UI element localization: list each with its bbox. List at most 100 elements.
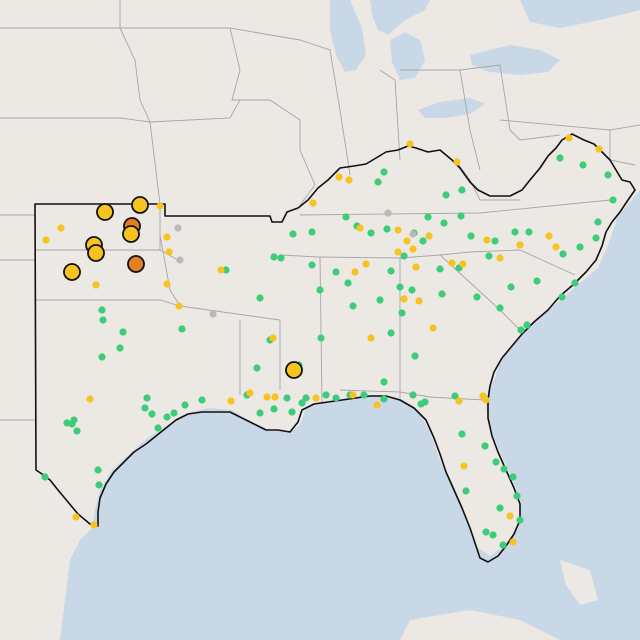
station-dot-yellow[interactable] <box>163 280 171 288</box>
station-dot-gray[interactable] <box>409 230 417 238</box>
marker-orange[interactable] <box>127 255 145 273</box>
station-dot-yellow[interactable] <box>516 241 524 249</box>
station-dot-yellow[interactable] <box>217 266 225 274</box>
station-dot-gray[interactable] <box>174 224 182 232</box>
station-dot-yellow[interactable] <box>453 158 461 166</box>
station-dot-yellow[interactable] <box>455 397 463 405</box>
station-dot-yellow[interactable] <box>57 224 65 232</box>
marker-yellow[interactable] <box>63 263 81 281</box>
station-dot-gray[interactable] <box>209 310 217 318</box>
station-dot-green[interactable] <box>141 404 149 412</box>
station-dot-yellow[interactable] <box>356 224 364 232</box>
station-dot-green[interactable] <box>467 232 475 240</box>
station-dot-yellow[interactable] <box>269 334 277 342</box>
station-dot-yellow[interactable] <box>412 263 420 271</box>
station-dot-green[interactable] <box>222 266 230 274</box>
station-dot-green[interactable] <box>517 326 525 334</box>
station-dot-green[interactable] <box>500 465 508 473</box>
station-dot-green[interactable] <box>367 229 375 237</box>
station-dot-yellow[interactable] <box>595 145 603 153</box>
station-dot-gray[interactable] <box>176 256 184 264</box>
station-dot-green[interactable] <box>419 237 427 245</box>
station-dot-green[interactable] <box>98 306 106 314</box>
station-dot-green[interactable] <box>496 304 504 312</box>
station-dot-yellow[interactable] <box>459 260 467 268</box>
station-dot-green[interactable] <box>99 316 107 324</box>
station-dot-green[interactable] <box>442 191 450 199</box>
station-dot-green[interactable] <box>440 219 448 227</box>
station-dot-yellow[interactable] <box>86 395 94 403</box>
station-dot-green[interactable] <box>360 391 368 399</box>
station-dot-green[interactable] <box>387 267 395 275</box>
station-dot-yellow[interactable] <box>271 393 279 401</box>
station-dot-green[interactable] <box>349 302 357 310</box>
station-dot-green[interactable] <box>344 279 352 287</box>
station-dot-yellow[interactable] <box>425 232 433 240</box>
station-dot-green[interactable] <box>94 466 102 474</box>
station-dot-yellow[interactable] <box>351 268 359 276</box>
station-dot-green[interactable] <box>253 364 261 372</box>
station-dot-yellow[interactable] <box>394 248 402 256</box>
station-dot-yellow[interactable] <box>429 324 437 332</box>
station-dot-green[interactable] <box>509 473 517 481</box>
station-dot-green[interactable] <box>308 261 316 269</box>
station-dot-yellow[interactable] <box>460 462 468 470</box>
station-dot-yellow[interactable] <box>482 396 490 404</box>
station-dot-green[interactable] <box>609 196 617 204</box>
station-dot-yellow[interactable] <box>545 232 553 240</box>
station-dot-green[interactable] <box>556 154 564 162</box>
station-dot-green[interactable] <box>485 252 493 260</box>
station-dot-green[interactable] <box>492 458 500 466</box>
station-dot-yellow[interactable] <box>362 260 370 268</box>
station-dot-yellow[interactable] <box>403 237 411 245</box>
station-dot-yellow[interactable] <box>163 233 171 241</box>
station-dot-green[interactable] <box>178 325 186 333</box>
station-dot-yellow[interactable] <box>552 243 560 251</box>
station-dot-green[interactable] <box>332 394 340 402</box>
station-dot-green[interactable] <box>604 171 612 179</box>
station-dot-green[interactable] <box>533 277 541 285</box>
station-dot-green[interactable] <box>376 296 384 304</box>
station-dot-yellow[interactable] <box>92 281 100 289</box>
station-dot-green[interactable] <box>270 405 278 413</box>
station-dot-green[interactable] <box>576 243 584 251</box>
station-dot-yellow[interactable] <box>90 521 98 529</box>
station-dot-green[interactable] <box>458 430 466 438</box>
station-dot-green[interactable] <box>302 394 310 402</box>
station-dot-yellow[interactable] <box>483 236 491 244</box>
station-dot-green[interactable] <box>523 321 531 329</box>
station-dot-green[interactable] <box>558 293 566 301</box>
station-dot-green[interactable] <box>170 409 178 417</box>
station-dot-green[interactable] <box>154 424 162 432</box>
station-dot-yellow[interactable] <box>72 513 80 521</box>
marker-yellow[interactable] <box>122 225 140 243</box>
station-dot-yellow[interactable] <box>263 393 271 401</box>
station-dot-yellow[interactable] <box>42 236 50 244</box>
marker-yellow[interactable] <box>285 361 303 379</box>
station-dot-green[interactable] <box>400 252 408 260</box>
station-dot-green[interactable] <box>316 286 324 294</box>
marker-yellow[interactable] <box>131 196 149 214</box>
station-dot-yellow[interactable] <box>165 248 173 256</box>
station-dot-green[interactable] <box>198 396 206 404</box>
station-dot-green[interactable] <box>424 213 432 221</box>
station-dot-green[interactable] <box>119 328 127 336</box>
station-dot-yellow[interactable] <box>565 134 573 142</box>
station-dot-green[interactable] <box>451 392 459 400</box>
station-dot-yellow[interactable] <box>394 226 402 234</box>
station-dot-yellow[interactable] <box>345 176 353 184</box>
station-dot-yellow[interactable] <box>335 173 343 181</box>
station-dot-green[interactable] <box>143 394 151 402</box>
station-dot-yellow[interactable] <box>367 334 375 342</box>
station-dot-green[interactable] <box>457 212 465 220</box>
station-dot-yellow[interactable] <box>409 245 417 253</box>
station-dot-yellow[interactable] <box>373 401 381 409</box>
station-dot-yellow[interactable] <box>156 202 164 210</box>
station-dot-yellow[interactable] <box>227 397 235 405</box>
station-dot-green[interactable] <box>283 394 291 402</box>
station-dot-green[interactable] <box>417 400 425 408</box>
station-dot-green[interactable] <box>411 352 419 360</box>
station-dot-green[interactable] <box>496 504 504 512</box>
station-dot-green[interactable] <box>458 186 466 194</box>
